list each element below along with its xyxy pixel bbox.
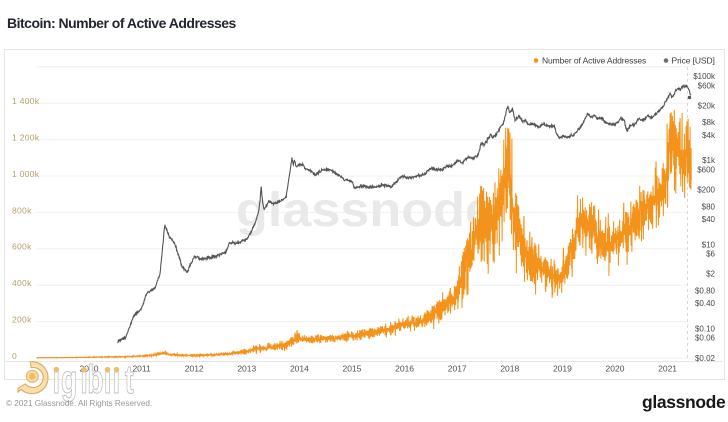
svg-text:$0.02: $0.02 xyxy=(695,354,716,363)
svg-text:$20k: $20k xyxy=(698,102,716,111)
svg-text:t: t xyxy=(125,358,134,403)
svg-text:1 000k: 1 000k xyxy=(12,169,40,179)
svg-text:ı: ı xyxy=(80,358,87,403)
svg-text:2019: 2019 xyxy=(553,364,572,374)
svg-text:ı: ı xyxy=(104,358,111,403)
svg-text:$2: $2 xyxy=(706,270,715,279)
svg-text:2015: 2015 xyxy=(343,364,362,374)
svg-text:$100k: $100k xyxy=(693,72,716,81)
svg-text:$6: $6 xyxy=(706,250,715,259)
svg-text:$10: $10 xyxy=(702,240,716,249)
svg-text:2017: 2017 xyxy=(448,364,467,374)
svg-text:$8k: $8k xyxy=(702,118,716,127)
svg-text:$60k: $60k xyxy=(698,81,716,90)
svg-text:1 400k: 1 400k xyxy=(12,96,40,106)
svg-text:600k: 600k xyxy=(12,242,32,252)
svg-text:200k: 200k xyxy=(12,315,32,325)
svg-text:$80: $80 xyxy=(702,202,716,211)
svg-text:ı: ı xyxy=(53,358,60,403)
svg-text:2014: 2014 xyxy=(290,364,309,374)
svg-text:2010: 2010 xyxy=(80,364,99,374)
svg-text:$0.06: $0.06 xyxy=(695,334,716,343)
svg-text:400k: 400k xyxy=(12,278,32,288)
svg-text:2020: 2020 xyxy=(606,364,625,374)
svg-text:$4k: $4k xyxy=(702,131,716,140)
svg-text:$1k: $1k xyxy=(702,156,716,165)
svg-text:$0.40: $0.40 xyxy=(695,299,716,308)
svg-text:glassnode: glassnode xyxy=(236,184,494,237)
svg-text:2013: 2013 xyxy=(237,364,256,374)
svg-text:800k: 800k xyxy=(12,205,32,215)
svg-text:2021: 2021 xyxy=(658,364,677,374)
svg-text:$40: $40 xyxy=(702,215,716,224)
svg-text:Number of Active Addresses: Number of Active Addresses xyxy=(542,56,646,66)
svg-text:0: 0 xyxy=(12,351,17,361)
svg-text:b: b xyxy=(87,358,103,403)
svg-text:1 200k: 1 200k xyxy=(12,133,40,143)
svg-text:$200: $200 xyxy=(697,186,715,195)
svg-text:$0.10: $0.10 xyxy=(695,324,716,333)
svg-text:Price [USD]: Price [USD] xyxy=(672,56,715,66)
svg-text:2011: 2011 xyxy=(132,364,151,374)
svg-text:$0.80: $0.80 xyxy=(695,286,716,295)
svg-text:ı: ı xyxy=(113,358,120,403)
svg-text:$600: $600 xyxy=(697,166,715,175)
svg-text:2018: 2018 xyxy=(500,364,519,374)
svg-text:2016: 2016 xyxy=(395,364,414,374)
svg-text:2012: 2012 xyxy=(185,364,204,374)
svg-text:g: g xyxy=(61,358,77,403)
